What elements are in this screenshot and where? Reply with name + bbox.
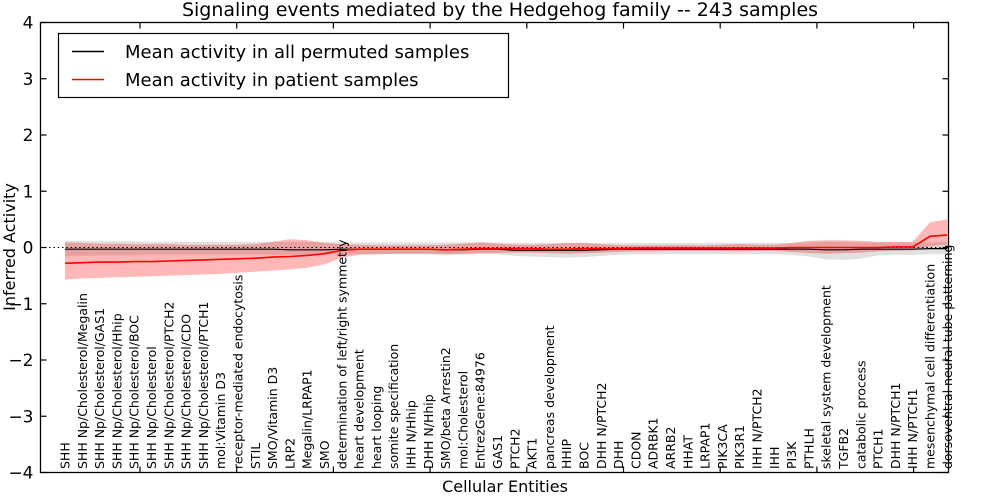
category-label: HHIP <box>559 439 574 469</box>
category-label: skeletal system development <box>819 285 834 469</box>
y-tick-label: −4 <box>8 464 33 484</box>
category-label: mol:Vitamin D3 <box>213 372 228 469</box>
category-label: heart looping <box>369 386 384 469</box>
category-label: CDON <box>628 431 643 469</box>
series-line-permuted <box>65 248 948 251</box>
category-label: HHAT <box>680 435 695 469</box>
category-label: pancreas development <box>542 325 557 469</box>
category-label: IHH N/Hhip <box>404 400 419 469</box>
category-label: DHH N/PTCH1 <box>888 383 903 469</box>
category-label: receptor-mediated endocytosis <box>231 275 246 469</box>
category-label: DHH N/PTCH2 <box>594 383 609 469</box>
category-label: DHH <box>611 441 626 469</box>
category-label: SHH Np/Cholesterol/GAS1 <box>92 308 107 469</box>
category-label: dorsoventral neural tube patterning <box>940 244 955 469</box>
category-label: SHH Np/Cholesterol <box>144 346 159 469</box>
y-tick-label: −3 <box>8 407 33 427</box>
category-label: SHH Np/Cholesterol/Hhip <box>109 313 124 469</box>
category-label: AKT1 <box>525 438 540 469</box>
category-label: somite specification <box>386 344 401 469</box>
category-label: STIL <box>248 443 263 469</box>
y-axis-label: Inferred Activity <box>0 183 19 311</box>
legend: Mean activity in all permuted samples Me… <box>57 32 510 99</box>
category-label: heart development <box>352 349 367 469</box>
category-label: SHH <box>58 442 73 469</box>
mean-lines <box>64 234 948 265</box>
y-tick-labels: −4 −3 −2 −1 0 1 2 3 4 <box>8 14 33 484</box>
legend-label-patient: Mean activity in patient samples <box>125 70 419 91</box>
category-label: PIK3R1 <box>732 425 747 469</box>
category-label: SHH Np/Cholesterol/PTCH1 <box>196 302 211 470</box>
category-label: Megalin/LRPAP1 <box>300 369 315 469</box>
category-label: determination of left/right symmetry <box>334 239 349 469</box>
category-label: BOC <box>577 442 592 469</box>
category-label: DHH N/Hhip <box>421 394 436 469</box>
category-label: EntrezGene:84976 <box>473 352 488 469</box>
y-tick-label: 1 <box>23 182 34 202</box>
category-label: LRP2 <box>282 438 297 469</box>
category-label: GAS1 <box>490 435 505 469</box>
y-tick-label: 0 <box>23 239 34 259</box>
category-label: SMO/beta Arrestin2 <box>438 347 453 469</box>
category-label: IHH <box>767 447 782 470</box>
y-tick-label: −2 <box>8 351 33 371</box>
chart-title: Signaling events mediated by the Hedgeho… <box>182 0 818 21</box>
y-tick-label: 4 <box>23 14 34 34</box>
category-label: SHH Np/Cholesterol/BOC <box>127 315 142 469</box>
category-label: SMO <box>317 440 332 469</box>
category-label: PTCH2 <box>507 428 522 469</box>
category-label: PTHLH <box>801 428 816 469</box>
category-label: PI3K <box>784 441 799 469</box>
category-label: TGFB2 <box>836 428 851 470</box>
y-tick-label: 2 <box>23 126 34 146</box>
category-label: PTCH1 <box>871 428 886 469</box>
category-label: ARRB2 <box>663 427 678 469</box>
category-label: mesenchymal cell differentiation <box>923 264 938 469</box>
series-line-patient <box>64 234 948 265</box>
category-label: catabolic process <box>853 360 868 469</box>
plot-border <box>39 21 950 474</box>
y-tick-label: 3 <box>23 70 34 90</box>
category-label: ADRBK1 <box>646 417 661 469</box>
category-label: PIK3CA <box>715 424 730 469</box>
category-label: SHH Np/Cholesterol/CDO <box>179 314 194 469</box>
legend-box <box>57 32 510 99</box>
category-label: IHH N/PTCH1 <box>905 388 920 469</box>
legend-label-permuted: Mean activity in all permuted samples <box>125 42 469 63</box>
category-label: IHH N/PTCH2 <box>750 388 765 469</box>
category-label: LRPAP1 <box>698 423 713 469</box>
category-label: mol:Cholesterol <box>455 371 470 469</box>
x-axis-label: Cellular Entities <box>442 477 568 496</box>
category-label: SHH Np/Cholesterol/Megalin <box>75 293 90 469</box>
category-label: SHH Np/Cholesterol/PTCH2 <box>161 302 176 470</box>
category-labels: SHH SHH Np/Cholesterol/Megalin SHH Np/Chol… <box>58 239 955 470</box>
category-label: SMO/Vitamin D3 <box>265 367 280 469</box>
y-tick-label: −1 <box>8 295 33 315</box>
